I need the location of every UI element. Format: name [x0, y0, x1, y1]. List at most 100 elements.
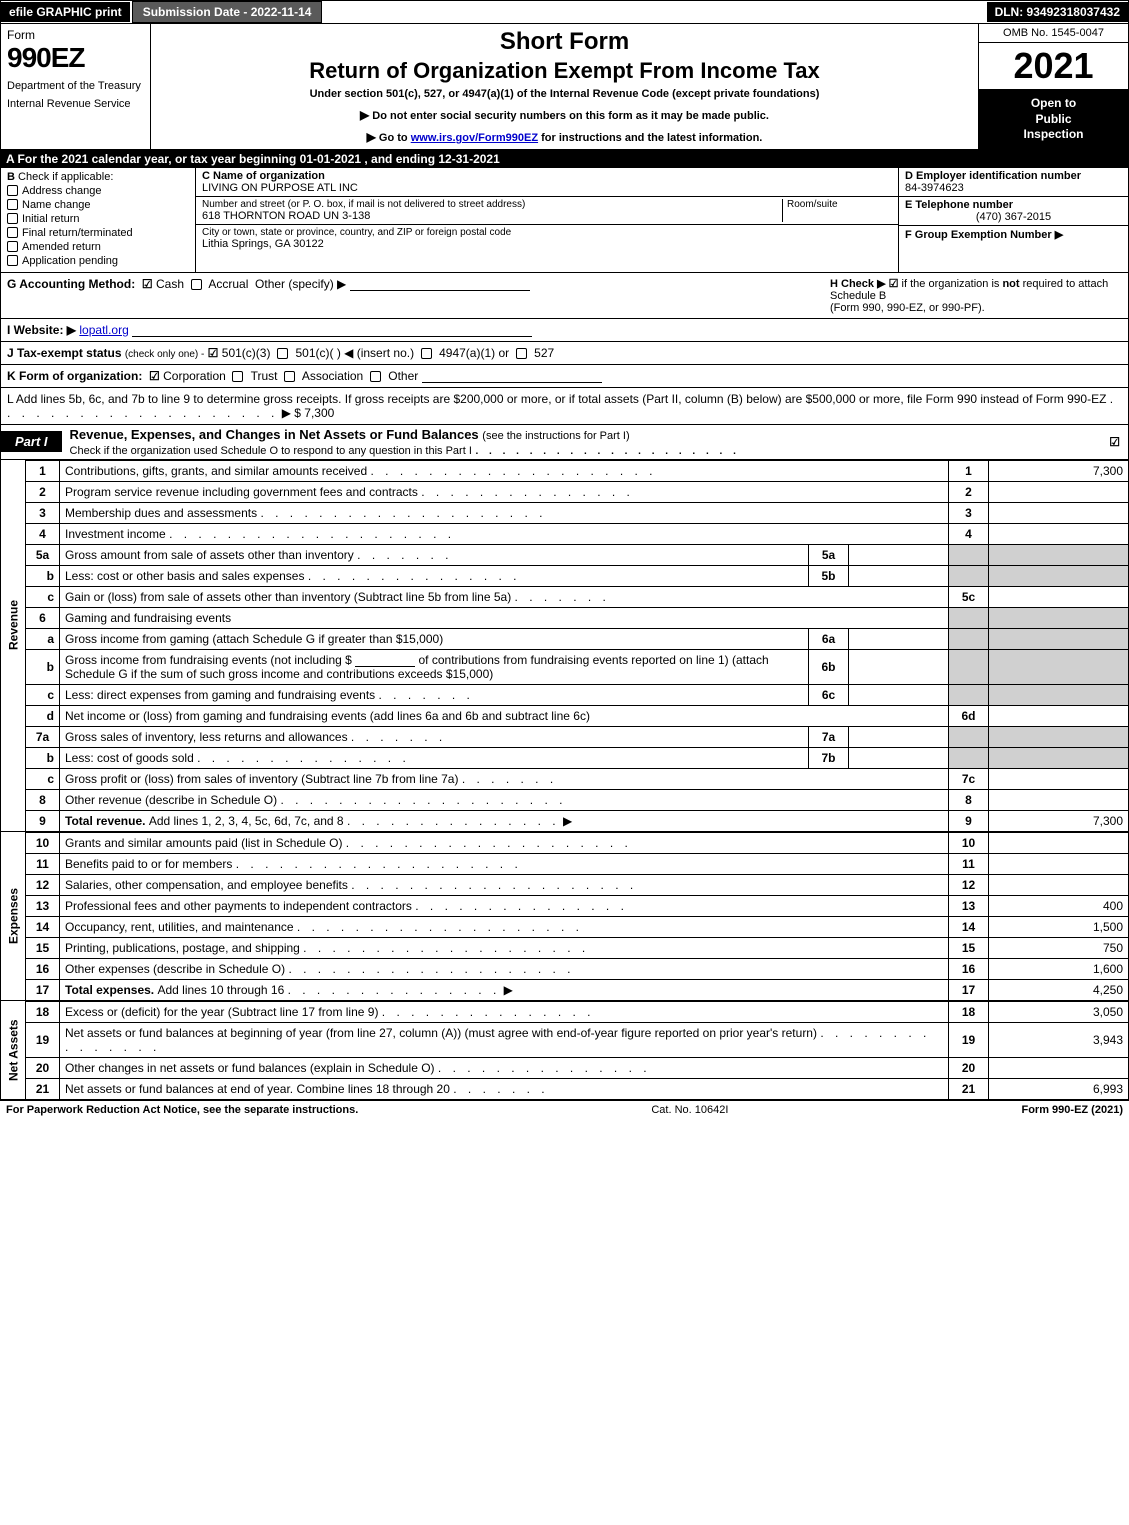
table-row: 11 Benefits paid to or for members . . .… — [1, 853, 1129, 874]
dept-irs: Internal Revenue Service — [7, 98, 144, 110]
table-row: d Net income or (loss) from gaming and f… — [1, 705, 1129, 726]
header-center: Short Form Return of Organization Exempt… — [151, 24, 978, 149]
goto-suffix: for instructions and the latest informat… — [541, 132, 762, 144]
info-grid: B Check if applicable: Address change Na… — [0, 168, 1129, 273]
table-row: Net Assets 18 Excess or (deficit) for th… — [1, 1001, 1129, 1022]
line-l: L Add lines 5b, 6c, and 7b to line 9 to … — [0, 388, 1129, 425]
b-letter: B — [7, 171, 15, 183]
group-exemption-row: F Group Exemption Number ▶ — [899, 226, 1128, 243]
table-row: 19 Net assets or fund balances at beginn… — [1, 1022, 1129, 1057]
check-icon: ☑ — [142, 277, 153, 291]
arrow-icon: ▶ — [504, 983, 513, 997]
table-row: b Less: cost of goods sold . . . . . . .… — [1, 747, 1129, 768]
website-link[interactable]: lopatl.org — [79, 323, 128, 337]
table-row: b Gross income from fundraising events (… — [1, 649, 1129, 684]
city-label: City or town, state or province, country… — [202, 227, 892, 238]
line-h: H Check ▶ ☑ if the organization is not r… — [822, 277, 1122, 314]
checkbox-icon[interactable] — [7, 241, 18, 252]
checkbox-icon[interactable] — [7, 199, 18, 210]
phone-label: E Telephone number — [905, 199, 1122, 211]
checkbox-icon[interactable] — [7, 213, 18, 224]
revenue-table: Revenue 1 Contributions, gifts, grants, … — [0, 460, 1129, 832]
org-name-row: C Name of organization LIVING ON PURPOSE… — [196, 168, 898, 197]
checkbox-icon[interactable] — [421, 348, 432, 359]
efile-print-button[interactable]: efile GRAPHIC print — [1, 2, 132, 22]
checkbox-icon[interactable] — [370, 371, 381, 382]
table-row: 7a Gross sales of inventory, less return… — [1, 726, 1129, 747]
chk-amended-return[interactable]: Amended return — [7, 241, 189, 253]
street-label: Number and street (or P. O. box, if mail… — [202, 199, 782, 210]
no-ssn-text: Do not enter social security numbers on … — [372, 110, 769, 122]
ein-value: 84-3974623 — [905, 182, 1122, 194]
goto-prefix: Go to — [379, 132, 411, 144]
short-form-title: Short Form — [159, 28, 970, 56]
k-other-field[interactable] — [422, 382, 602, 383]
amount: 7,300 — [989, 460, 1129, 481]
other-specify-field[interactable] — [350, 290, 530, 291]
table-row: 13 Professional fees and other payments … — [1, 895, 1129, 916]
netassets-sidebar: Net Assets — [1, 1001, 26, 1099]
irs-link[interactable]: www.irs.gov/Form990EZ — [411, 132, 538, 144]
org-name: LIVING ON PURPOSE ATL INC — [202, 182, 892, 194]
website-underline — [132, 336, 532, 337]
chk-application-pending[interactable]: Application pending — [7, 255, 189, 267]
chk-name-change[interactable]: Name change — [7, 199, 189, 211]
part-1-sub: Check if the organization used Schedule … — [70, 445, 472, 457]
part-1-check[interactable]: ☑ — [1109, 435, 1128, 449]
checkbox-icon[interactable] — [7, 255, 18, 266]
city-row: City or town, state or province, country… — [196, 225, 898, 252]
phone-value: (470) 367-2015 — [905, 211, 1122, 223]
part-1-tab: Part I — [1, 431, 62, 452]
arrow-icon: ▶ — [563, 814, 572, 828]
street-row: Number and street (or P. O. box, if mail… — [196, 197, 898, 225]
checkbox-icon[interactable] — [284, 371, 295, 382]
top-bar: efile GRAPHIC print Submission Date - 20… — [0, 0, 1129, 24]
j-label: J Tax-exempt status — [7, 346, 122, 360]
phone-row: E Telephone number (470) 367-2015 — [899, 197, 1128, 226]
table-row: 8 Other revenue (describe in Schedule O)… — [1, 789, 1129, 810]
table-row: b Less: cost or other basis and sales ex… — [1, 565, 1129, 586]
checkbox-icon[interactable] — [7, 185, 18, 196]
arrow-icon: ▶ — [282, 406, 291, 420]
j-small: (check only one) - — [125, 349, 204, 360]
table-row: 17 Total expenses. Add lines 10 through … — [1, 979, 1129, 1000]
checkbox-icon[interactable] — [191, 279, 202, 290]
checkbox-icon[interactable] — [7, 227, 18, 238]
chk-address-change[interactable]: Address change — [7, 185, 189, 197]
k-label: K Form of organization: — [7, 369, 142, 383]
omb-number: OMB No. 1545-0047 — [979, 24, 1128, 43]
checkbox-icon[interactable] — [277, 348, 288, 359]
table-row: 16 Other expenses (describe in Schedule … — [1, 958, 1129, 979]
open-line3: Inspection — [983, 127, 1124, 143]
part-1-header: Part I Revenue, Expenses, and Changes in… — [0, 425, 1129, 460]
no-ssn-line: ▶ Do not enter social security numbers o… — [159, 108, 970, 122]
form-word: Form — [7, 28, 144, 42]
footer-catno: Cat. No. 10642I — [651, 1104, 728, 1116]
table-row: c Gain or (loss) from sale of assets oth… — [1, 586, 1129, 607]
header-right: OMB No. 1545-0047 2021 Open to Public In… — [978, 24, 1128, 149]
header-left: Form 990EZ Department of the Treasury In… — [1, 24, 151, 149]
section-a: A For the 2021 calendar year, or tax yea… — [0, 150, 1129, 168]
footer-left: For Paperwork Reduction Act Notice, see … — [6, 1104, 358, 1116]
table-row: 21 Net assets or fund balances at end of… — [1, 1078, 1129, 1099]
table-row: 4 Investment income . . . . . . . . . . … — [1, 523, 1129, 544]
chk-initial-return[interactable]: Initial return — [7, 213, 189, 225]
check-icon: ☑ — [889, 278, 899, 290]
open-to-public: Open to Public Inspection — [979, 90, 1128, 149]
street-value: 618 THORNTON ROAD UN 3-138 — [202, 210, 782, 222]
table-row: 20 Other changes in net assets or fund b… — [1, 1057, 1129, 1078]
chk-final-return[interactable]: Final return/terminated — [7, 227, 189, 239]
column-c: C Name of organization LIVING ON PURPOSE… — [196, 168, 898, 272]
revenue-sidebar: Revenue — [1, 460, 26, 789]
line-k: K Form of organization: ☑ Corporation Tr… — [0, 365, 1129, 388]
expenses-sidebar: Expenses — [1, 832, 26, 1000]
table-row: 15 Printing, publications, postage, and … — [1, 937, 1129, 958]
table-row: a Gross income from gaming (attach Sched… — [1, 628, 1129, 649]
checkbox-icon[interactable] — [516, 348, 527, 359]
open-line1: Open to — [983, 96, 1124, 112]
checkbox-icon[interactable] — [232, 371, 243, 382]
line-i: I Website: ▶ lopatl.org — [0, 319, 1129, 342]
table-row: 9 Total revenue. Add lines 1, 2, 3, 4, 5… — [1, 810, 1129, 831]
table-row: 12 Salaries, other compensation, and emp… — [1, 874, 1129, 895]
form-number: 990EZ — [7, 42, 144, 74]
